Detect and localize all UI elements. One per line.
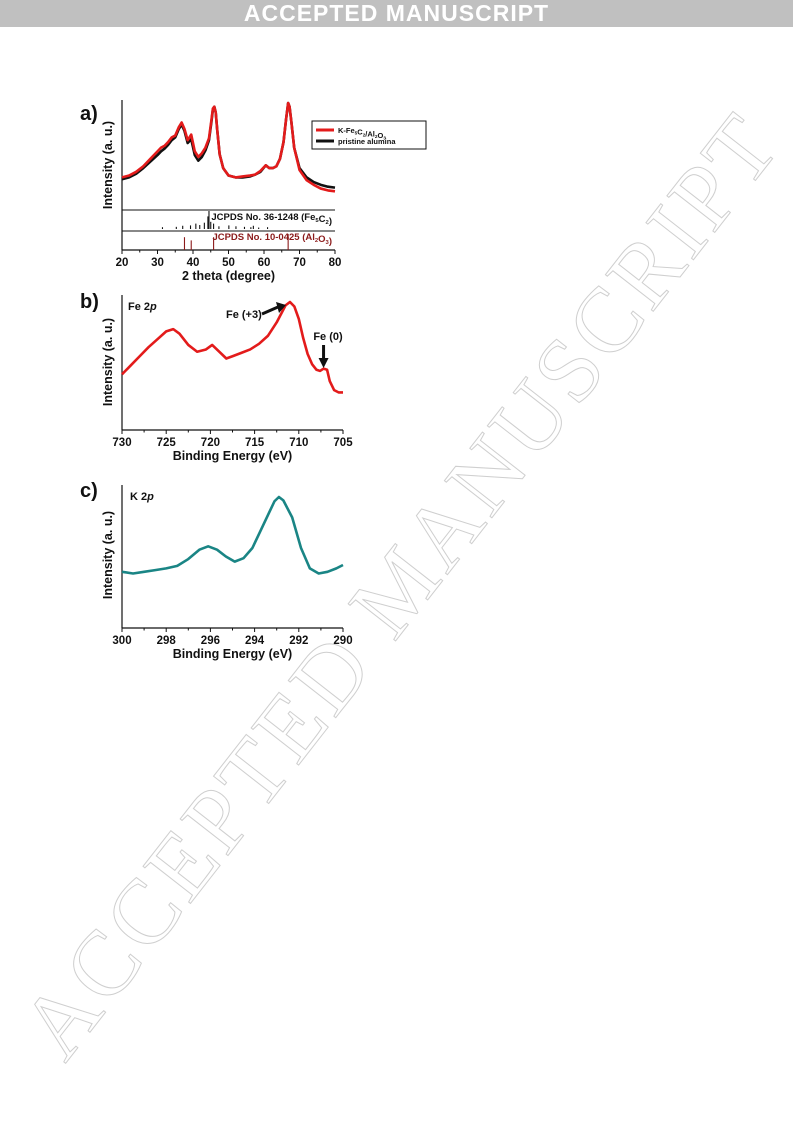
legend-entry: K-Fe5C2/Al2O3 xyxy=(338,126,386,141)
reference-label: JCPDS No. 10-0425 (Al2O3) xyxy=(212,232,332,247)
annotation-arrowhead-fe-0 xyxy=(318,358,329,368)
annotation-fe-plus3: Fe (+3) xyxy=(226,309,262,321)
annotation-arrow-fe-plus3 xyxy=(261,305,279,316)
annotation-arrowhead-fe-plus3 xyxy=(276,302,286,313)
x-tick-label: 710 xyxy=(289,437,308,449)
series-k-fe5c2-al2o3 xyxy=(121,101,336,193)
x-tick-label: 80 xyxy=(329,257,342,269)
x-tick-label: 705 xyxy=(333,437,353,449)
x-tick-label: 20 xyxy=(116,257,129,269)
spectrum-label: K 2p xyxy=(130,491,154,503)
series-fe-2p xyxy=(121,300,343,394)
x-tick-label: 298 xyxy=(157,635,177,647)
chart-b: 730 725 720 715 710 705 Binding Energy (eV) Int… xyxy=(80,291,353,463)
x-axis-label: Binding Energy (eV) xyxy=(173,647,292,661)
reference-label: JCPDS No. 36-1248 (Fe5C2) xyxy=(211,212,332,227)
x-tick-label: 294 xyxy=(245,635,265,647)
x-tick-label: 40 xyxy=(187,257,200,269)
x-axis-label: 2 theta (degree) xyxy=(182,269,275,283)
x-axis-label: Binding Energy (eV) xyxy=(173,449,292,463)
panel-label: c) xyxy=(80,480,98,502)
y-axis-label: Intensity (a. u.) xyxy=(101,318,115,406)
x-tick-label: 290 xyxy=(333,635,352,647)
x-tick-label: 730 xyxy=(112,437,131,449)
spectrum-label: Fe 2p xyxy=(128,301,157,313)
chart-a: 20 30 40 50 60 70 80 2 theta (degree) Intensity … xyxy=(80,100,427,283)
chart-c: 300 298 296 294 292 290 Binding Energy (eV) Int… xyxy=(80,480,353,661)
x-tick-label: 70 xyxy=(293,257,306,269)
panel-label: b) xyxy=(80,291,99,313)
panel-label: a) xyxy=(80,103,98,125)
x-tick-label: 60 xyxy=(258,257,271,269)
x-tick-label: 715 xyxy=(245,437,265,449)
x-tick-label: 30 xyxy=(151,257,164,269)
y-axis-label: Intensity (a. u.) xyxy=(101,511,115,599)
y-axis-label: Intensity (a. u.) xyxy=(101,121,115,209)
x-tick-label: 292 xyxy=(289,635,308,647)
banner-text: ACCEPTED MANUSCRIPT xyxy=(243,0,550,26)
legend-entry: pristine alumina xyxy=(338,137,396,146)
x-tick-label: 296 xyxy=(201,635,220,647)
legend-box xyxy=(311,120,427,150)
series-k-2p xyxy=(121,495,344,575)
x-tick-label: 720 xyxy=(201,437,220,449)
x-tick-label: 300 xyxy=(112,635,131,647)
x-tick-label: 725 xyxy=(157,437,177,449)
x-tick-label: 50 xyxy=(222,257,235,269)
annotation-fe-0: Fe (0) xyxy=(313,331,343,343)
accepted-manuscript-banner: ACCEPTED MANUSCRIPT xyxy=(0,0,793,27)
